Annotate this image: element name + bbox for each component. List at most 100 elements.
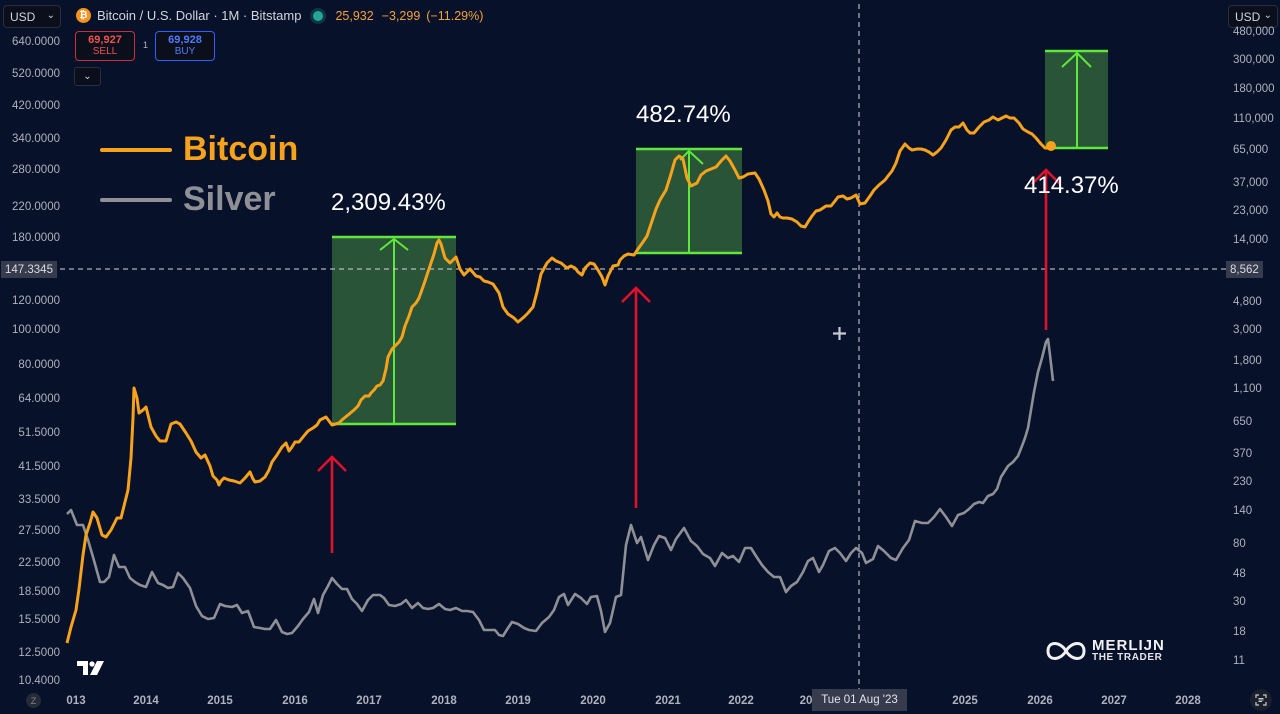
right-axis-tick: 370: [1233, 448, 1253, 460]
buy-price: 69,928: [168, 34, 202, 46]
right-axis-tick: 4,800: [1233, 296, 1262, 308]
left-axis-tick: 18.5000: [18, 586, 60, 598]
right-axis-tick: 230: [1233, 476, 1253, 488]
right-axis-tick: 650: [1233, 416, 1253, 428]
silver-legend-swatch: [100, 197, 172, 202]
gain-label-2021: 482.74%: [636, 101, 731, 128]
left-axis-tick: 33.5000: [18, 494, 60, 506]
right-axis-tick: 110,000: [1233, 113, 1274, 125]
currency-select-left[interactable]: USD ⌄: [3, 5, 61, 28]
buy-button[interactable]: 69,928 BUY: [155, 31, 215, 61]
crosshair-date: Tue 01 Aug '23: [821, 694, 898, 706]
tradingview-logo-icon: [77, 661, 104, 675]
left-axis-tick: 120.0000: [12, 295, 60, 307]
price-change: −3,299: [381, 8, 421, 23]
left-axis-tick: 520.0000: [12, 68, 60, 80]
tradingview-logo[interactable]: [77, 660, 105, 681]
collapse-legend-button[interactable]: ⌄: [74, 67, 101, 86]
chevron-down-icon: ⌄: [1263, 10, 1272, 21]
time-axis-tick: 2026: [1027, 695, 1053, 707]
silver-line: [66, 337, 1055, 638]
right-axis-tick: 3,000: [1233, 324, 1262, 336]
left-axis-tick: 64.0000: [18, 393, 60, 405]
z-label: Z: [30, 695, 37, 706]
crosshair-right-value: 8,562: [1230, 263, 1259, 276]
sell-button[interactable]: 69,927 SELL: [75, 31, 135, 61]
right-axis-tick: 37,000: [1233, 177, 1269, 189]
right-axis-tick: 1,800: [1233, 355, 1262, 367]
red-arrow-2016: [317, 455, 347, 553]
crosshair-left-price-tag: 147.3345: [1, 261, 57, 278]
legend-silver: Silver: [100, 180, 276, 219]
left-axis-tick: 340.0000: [12, 133, 60, 145]
crosshair-date-tag: Tue 01 Aug '23: [812, 689, 907, 711]
screenshot-icon: [1255, 694, 1267, 706]
left-axis-tick: 10.4000: [18, 675, 60, 687]
gain-box-2017: [332, 235, 456, 426]
left-axis-tick: 12.5000: [18, 647, 60, 659]
screenshot-button[interactable]: [1250, 689, 1272, 711]
bitcoin-legend-swatch: [100, 147, 172, 152]
left-axis-tick: 80.0000: [18, 359, 60, 371]
bitcoin-icon: ₿: [76, 8, 91, 23]
time-axis-tick: 2027: [1101, 695, 1127, 707]
currency-select-right-label: USD: [1235, 9, 1261, 24]
market-open-indicator-icon: [313, 10, 324, 21]
symbol-header[interactable]: ₿ Bitcoin / U.S. Dollar · 1M · Bitstamp …: [76, 8, 483, 23]
logo-line1: MERLIJN: [1092, 637, 1165, 654]
price-change-percent: (−11.29%): [426, 8, 484, 23]
right-axis-tick: 140: [1233, 505, 1253, 517]
merlijn-logo: MERLIJN THE TRADER: [1044, 637, 1165, 665]
red-arrow-2026: [1031, 168, 1061, 330]
left-axis-tick: 420.0000: [12, 100, 60, 112]
right-axis-tick: 30: [1233, 596, 1246, 608]
left-axis-tick: 640.0000: [12, 36, 60, 48]
time-axis-tick: 2020: [580, 695, 606, 707]
right-axis-tick: 48: [1233, 568, 1246, 580]
right-axis-tick: 14,000: [1233, 234, 1269, 246]
time-axis-tick: 2016: [282, 695, 308, 707]
currency-select-left-label: USD: [10, 9, 36, 24]
right-axis-tick: 65,000: [1233, 144, 1269, 156]
sell-label: SELL: [92, 46, 118, 57]
time-axis-tick: 2018: [431, 695, 457, 707]
bitcoin-legend-label: Bitcoin: [183, 130, 299, 168]
order-quantity: 1: [143, 40, 149, 50]
bitcoin-last-point: [1046, 141, 1056, 151]
left-axis-tick: 41.5000: [18, 461, 60, 473]
right-axis-tick: 23,000: [1233, 205, 1269, 217]
left-axis-tick: 15.5000: [18, 614, 60, 626]
gain-label-2017: 2,309.43%: [331, 189, 446, 216]
timezone-button[interactable]: Z: [26, 693, 41, 708]
infinity-logo-icon: [1046, 642, 1086, 660]
time-axis-tick: 2022: [728, 695, 754, 707]
time-axis-tick: 2017: [356, 695, 382, 707]
buy-label: BUY: [174, 46, 196, 57]
right-axis-tick: 180,000: [1233, 83, 1275, 95]
logo-line2: THE TRADER: [1092, 652, 1163, 663]
time-axis-tick: 2028: [1175, 695, 1201, 707]
bitcoin-line: [65, 114, 1051, 644]
gain-label-2026: 414.37%: [1024, 172, 1119, 199]
gain-box-2021: [636, 147, 742, 255]
silver-legend-label: Silver: [183, 180, 276, 218]
time-axis-tick: 013: [66, 695, 86, 707]
currency-select-right[interactable]: USD ⌄: [1228, 5, 1278, 28]
crosshair-cursor-icon: [833, 327, 846, 340]
time-axis-tick: 2021: [655, 695, 681, 707]
time-axis-tick: 2014: [133, 695, 159, 707]
crosshair-right-price-tag: 8,562: [1226, 261, 1263, 278]
gain-box-2026: [1045, 49, 1108, 150]
symbol-title: Bitcoin / U.S. Dollar · 1M · Bitstamp: [97, 8, 302, 23]
left-axis-tick: 180.0000: [12, 232, 60, 244]
right-axis-tick: 300,000: [1233, 54, 1275, 66]
right-axis-tick: 11: [1233, 655, 1245, 667]
left-axis-tick: 27.5000: [18, 525, 60, 537]
time-axis-tick: 20: [799, 695, 813, 707]
crosshair-left-value: 147.3345: [5, 263, 53, 276]
time-axis-tick: 2019: [505, 695, 531, 707]
left-axis-tick: 51.5000: [18, 427, 60, 439]
time-axis-tick: 2025: [952, 695, 978, 707]
